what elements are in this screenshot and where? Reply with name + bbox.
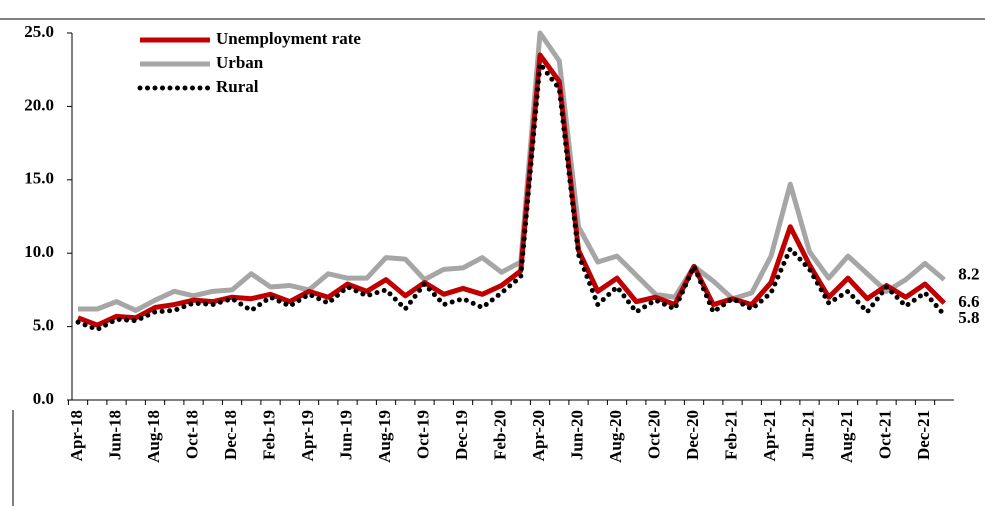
x-tick-label: Aug-20 bbox=[606, 410, 625, 463]
x-tick-label: Dec-20 bbox=[683, 410, 702, 460]
x-tick-label: Jun-19 bbox=[336, 410, 355, 460]
y-tick-label: 5.0 bbox=[33, 316, 54, 335]
series-line bbox=[75, 61, 947, 333]
x-tick-label: Feb-20 bbox=[490, 410, 509, 460]
legend-label: Urban bbox=[216, 53, 264, 72]
x-tick-label: Jun-20 bbox=[567, 410, 586, 460]
y-tick-label: 10.0 bbox=[24, 242, 54, 261]
x-tick-label: Feb-21 bbox=[721, 410, 740, 460]
x-tick-label: Apr-18 bbox=[67, 410, 86, 461]
x-tick-label: Jun-21 bbox=[798, 410, 817, 460]
x-tick-label: Oct-20 bbox=[644, 410, 663, 459]
x-tick-label: Aug-19 bbox=[375, 410, 394, 463]
end-label: 5.8 bbox=[958, 308, 979, 327]
y-tick-label: 0.0 bbox=[33, 389, 54, 408]
x-tick-label: Jun-18 bbox=[105, 410, 124, 460]
y-tick-label: 15.0 bbox=[24, 169, 54, 188]
series-line bbox=[77, 52, 947, 328]
x-tick-label: Oct-21 bbox=[875, 410, 894, 459]
legend-label: Rural bbox=[216, 77, 259, 96]
x-tick-label: Dec-18 bbox=[221, 410, 240, 460]
x-tick-label: Apr-21 bbox=[760, 410, 779, 461]
series-line bbox=[78, 30, 946, 313]
x-tick-label: Oct-18 bbox=[182, 410, 201, 459]
y-tick-label: 25.0 bbox=[24, 22, 54, 41]
x-tick-label: Dec-21 bbox=[914, 410, 933, 460]
end-label: 6.6 bbox=[958, 292, 979, 311]
x-tick-label: Oct-19 bbox=[413, 410, 432, 459]
x-tick-label: Dec-19 bbox=[452, 410, 471, 460]
x-tick-label: Apr-19 bbox=[298, 410, 317, 461]
x-tick-label: Apr-20 bbox=[529, 410, 548, 461]
x-tick-label: Aug-21 bbox=[837, 410, 856, 463]
y-tick-label: 20.0 bbox=[24, 95, 54, 114]
legend-label: Unemployment rate bbox=[216, 29, 361, 48]
x-tick-label: Feb-19 bbox=[259, 410, 278, 460]
x-tick-label: Aug-18 bbox=[144, 410, 163, 463]
end-label: 8.2 bbox=[958, 265, 979, 284]
